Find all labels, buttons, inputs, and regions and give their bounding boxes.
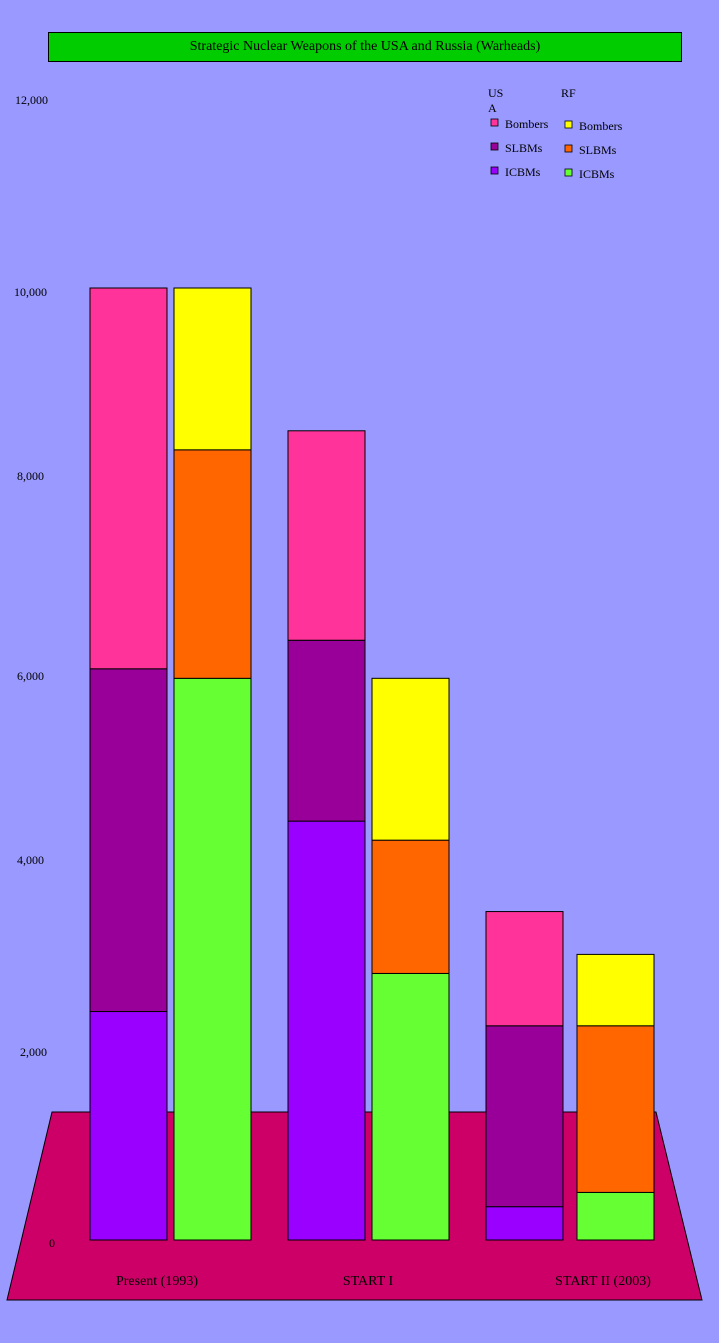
- y-tick-label: 2,000: [20, 1045, 47, 1059]
- legend-swatch: [564, 168, 573, 177]
- y-tick-label: 6,000: [17, 669, 44, 683]
- chart-title: Strategic Nuclear Weapons of the USA and…: [48, 32, 682, 62]
- bar-rf-slbms: [371, 839, 450, 974]
- bar-rf-icbms: [173, 677, 252, 1241]
- bar-rf-slbms: [576, 1025, 655, 1193]
- bar-usa-icbms: [287, 820, 366, 1241]
- legend-swatch: [490, 166, 499, 175]
- bars-layer: [89, 287, 655, 1241]
- legend-swatch: [490, 142, 499, 151]
- x-category-label: START I: [343, 1274, 394, 1289]
- bar-rf-slbms: [173, 449, 252, 679]
- legend-label: ICBMs: [579, 167, 615, 181]
- y-axis: 0 2,000 4,000 6,000 8,000 10,000 12,000: [14, 93, 55, 1250]
- bar-rf-bombers: [173, 287, 252, 451]
- x-category-label: START II (2003): [555, 1274, 651, 1289]
- y-tick-label: 4,000: [17, 853, 44, 867]
- legend-header: RF: [561, 86, 576, 100]
- y-tick-label: 8,000: [17, 469, 44, 483]
- legend-header: A: [488, 101, 497, 115]
- legend-header: US: [488, 86, 503, 100]
- legend-swatch: [490, 118, 499, 127]
- bar-usa-bombers: [89, 287, 168, 670]
- bar-usa-icbms: [89, 1011, 168, 1241]
- bar-usa-icbms: [485, 1206, 564, 1241]
- x-category-label: Present (1993): [116, 1274, 198, 1289]
- y-tick-label: 12,000: [15, 93, 48, 107]
- bar-usa-bombers: [485, 911, 564, 1027]
- y-tick-label: 0: [49, 1236, 55, 1250]
- x-axis: Present (1993) START I START II (2003): [116, 1274, 651, 1289]
- legend-label: Bombers: [505, 117, 549, 131]
- bar-rf-icbms: [371, 972, 450, 1241]
- bar-usa-slbms: [89, 668, 168, 1013]
- legend-swatch: [564, 144, 573, 153]
- bar-rf-bombers: [371, 677, 450, 841]
- bar-usa-bombers: [287, 430, 366, 641]
- legend-label: SLBMs: [505, 141, 543, 155]
- legend-label: ICBMs: [505, 165, 541, 179]
- bar-rf-icbms: [576, 1191, 655, 1241]
- legend-swatch: [564, 120, 573, 129]
- bar-rf-bombers: [576, 953, 655, 1027]
- legend-label: Bombers: [579, 119, 623, 133]
- y-tick-label: 10,000: [14, 285, 47, 299]
- legend: USA Bombers SLBMs ICBMs RF Bombers SLBMs ICBMs: [488, 86, 623, 181]
- legend-label: SLBMs: [579, 143, 617, 157]
- bar-usa-slbms: [287, 639, 366, 822]
- bar-usa-slbms: [485, 1025, 564, 1208]
